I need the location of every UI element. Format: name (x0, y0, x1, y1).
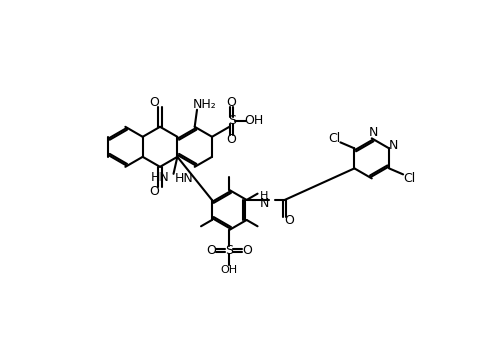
Text: Cl: Cl (403, 172, 415, 185)
Text: S: S (228, 114, 235, 127)
Text: OH: OH (244, 114, 263, 127)
Text: N: N (389, 139, 398, 152)
Text: N: N (368, 126, 378, 139)
Text: OH: OH (220, 265, 238, 275)
Text: Cl: Cl (328, 132, 340, 145)
Text: NH₂: NH₂ (193, 98, 216, 111)
Text: HN: HN (174, 172, 194, 185)
Text: O: O (242, 244, 252, 257)
Text: HN: HN (150, 171, 169, 184)
Text: O: O (226, 133, 236, 146)
Text: S: S (226, 244, 234, 257)
Text: O: O (226, 96, 236, 108)
Text: O: O (149, 96, 159, 108)
Text: O: O (284, 214, 294, 227)
Text: N: N (260, 196, 268, 210)
Text: O: O (149, 185, 159, 198)
Text: O: O (206, 244, 216, 257)
Text: H: H (260, 191, 268, 201)
